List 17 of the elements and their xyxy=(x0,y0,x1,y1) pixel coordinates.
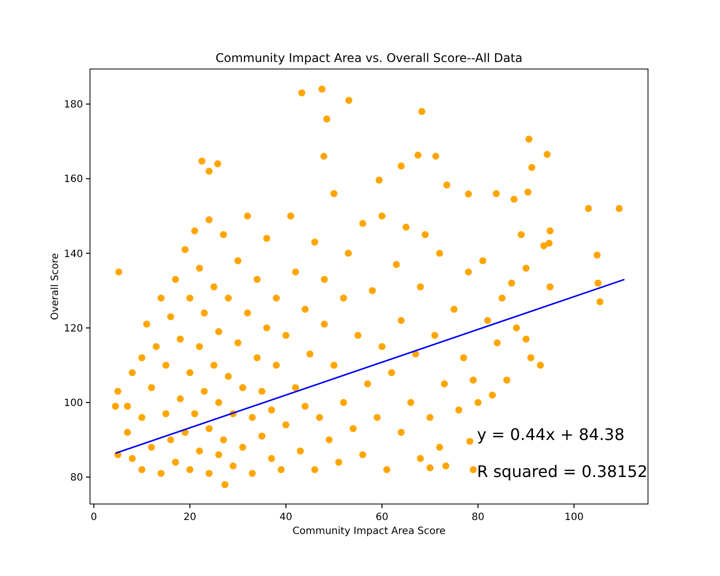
y-tick-label: 100 xyxy=(64,398,83,410)
y-tick-label: 180 xyxy=(64,100,83,111)
x-tick-label: 60 xyxy=(376,512,388,523)
x-tick-label: 80 xyxy=(472,512,484,523)
y-tick-label: 120 xyxy=(64,323,83,334)
x-axis-title: Community Impact Area Score xyxy=(292,526,446,537)
y-tick-label: 140 xyxy=(64,248,83,260)
y-axis-title: Overall Score xyxy=(50,253,61,320)
x-tick-label: 40 xyxy=(280,512,292,523)
y-tick-label: 160 xyxy=(64,174,83,186)
annotation: y = 0.44x + 84.38 xyxy=(477,425,625,444)
y-tick-label: 80 xyxy=(70,472,83,484)
x-tick-label: 100 xyxy=(564,512,584,523)
x-tick-label: 20 xyxy=(184,512,196,523)
chart-title: Community Impact Area vs. Overall Score--All Data xyxy=(215,51,523,65)
annotation: R squared = 0.38152 xyxy=(477,462,648,481)
x-tick-label: 0 xyxy=(90,512,98,523)
